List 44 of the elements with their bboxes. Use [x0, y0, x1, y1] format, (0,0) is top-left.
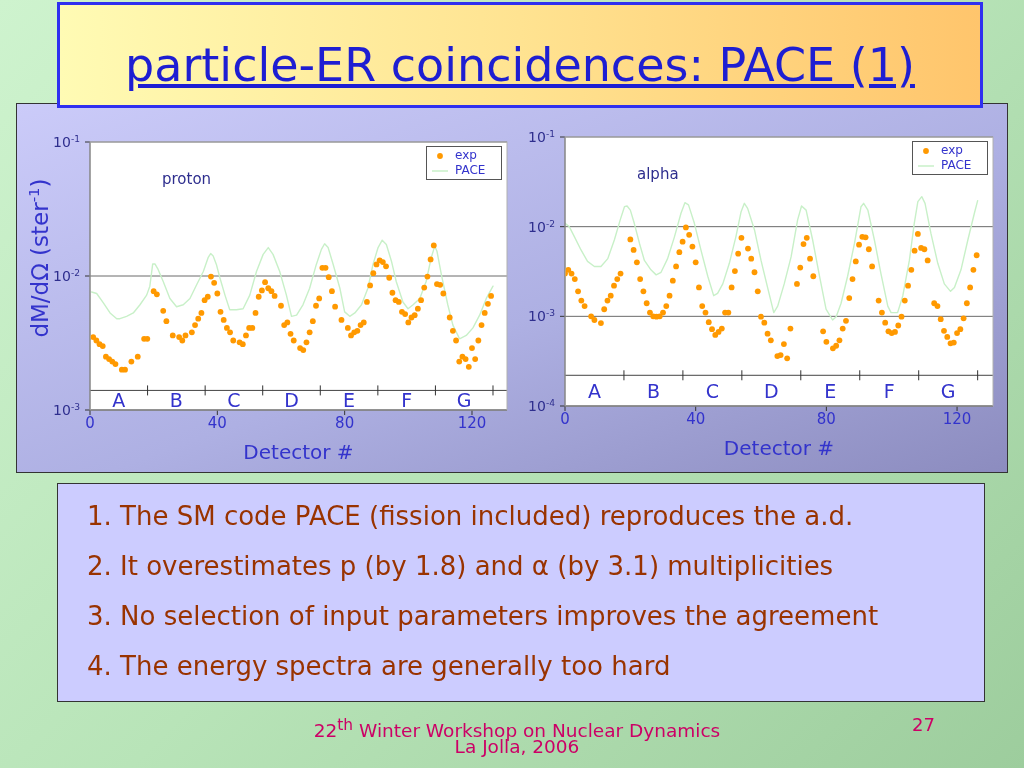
annotation: G [940, 379, 956, 402]
y-tick-label: 10$^{-4}$ [528, 398, 556, 414]
text: 1. The SM code PACE (fission included) reproduces the a.d. [87, 501, 854, 531]
annotation: E [343, 389, 356, 412]
annotation: C [227, 389, 241, 412]
x-tick-label: 80 [816, 409, 836, 428]
annotation: D [764, 379, 779, 402]
x-tick-label: 40 [686, 409, 706, 428]
legend-label: exp [941, 143, 963, 158]
annotation: F [883, 379, 895, 402]
legend-label: PACE [455, 163, 486, 178]
annotation: G [456, 389, 472, 412]
legend-label: PACE [941, 158, 972, 173]
annotation: E [824, 379, 837, 402]
x-tick-label: 0 [85, 413, 95, 432]
annotation: A [587, 379, 601, 402]
annotation: B [169, 389, 183, 412]
text: 4. The energy spectra are generally too hard [87, 651, 671, 681]
x-tick-label: 120 [942, 409, 972, 428]
y-tick-label: 10$^{-3}$ [53, 402, 81, 418]
annotation: A [112, 389, 126, 412]
annotation: F [401, 389, 413, 412]
x-tick-label: 40 [207, 413, 227, 432]
chart-title: particle-ER coincidences: PACE (1) [125, 38, 915, 92]
text: 3. No selection of input parameters improves the agreement [87, 601, 879, 631]
legend-label: exp [455, 148, 477, 163]
annotation: proton [162, 170, 212, 188]
x-axis-title: Detector # [243, 440, 354, 464]
x-tick-label: 80 [335, 413, 355, 432]
annotation: alpha [637, 165, 679, 183]
annotation: B [646, 379, 660, 402]
x-tick-label: 0 [560, 409, 570, 428]
x-tick-label: 120 [457, 413, 487, 432]
x-axis-title: Detector # [723, 436, 835, 460]
y-tick-label: 10$^{-1}$ [53, 134, 80, 150]
annotation: C [705, 379, 720, 402]
text: 2. It overestimates p (by 1.8) and α (by 3.1) multiplicities [87, 551, 834, 581]
y-tick-label: 10$^{-2}$ [528, 218, 555, 235]
y-tick-label: 10$^{-2}$ [53, 268, 80, 284]
line-series [565, 195, 979, 321]
text: 27 [912, 714, 935, 735]
y-tick-label: 10$^{-1}$ [528, 129, 555, 145]
annotation: D [284, 389, 299, 412]
y-tick-label: 10$^{-3}$ [528, 308, 556, 325]
